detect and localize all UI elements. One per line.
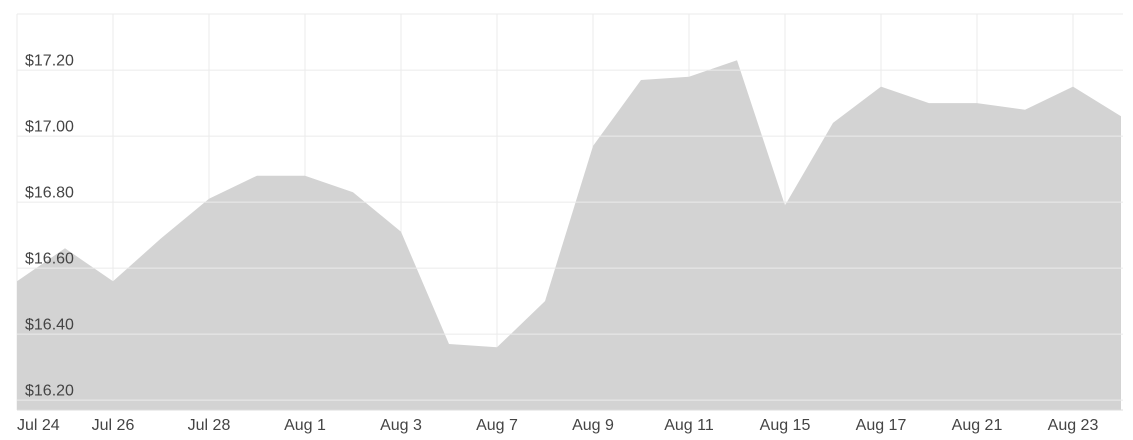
x-tick-label: Aug 3 [380, 417, 422, 434]
x-tick-label: Jul 28 [188, 417, 231, 434]
y-tick-label: $17.00 [25, 118, 74, 135]
y-tick-label: $17.20 [25, 52, 74, 69]
x-tick-label: Aug 21 [952, 417, 1003, 434]
x-tick-label: Jul 24 [17, 417, 60, 434]
x-tick-label: Aug 7 [476, 417, 518, 434]
x-tick-label: Aug 11 [664, 417, 714, 434]
x-tick-label: Jul 26 [92, 417, 135, 434]
y-tick-label: $16.60 [25, 250, 74, 267]
x-tick-label: Aug 1 [284, 417, 326, 434]
x-tick-label: Aug 17 [856, 417, 907, 434]
x-tick-label: Aug 9 [572, 417, 614, 434]
y-tick-label: $16.80 [25, 184, 74, 201]
y-tick-label: $16.20 [25, 382, 74, 399]
x-tick-label: Aug 15 [760, 417, 811, 434]
area [17, 60, 1121, 410]
y-tick-label: $16.40 [25, 316, 74, 333]
x-tick-label: Aug 23 [1048, 417, 1099, 434]
